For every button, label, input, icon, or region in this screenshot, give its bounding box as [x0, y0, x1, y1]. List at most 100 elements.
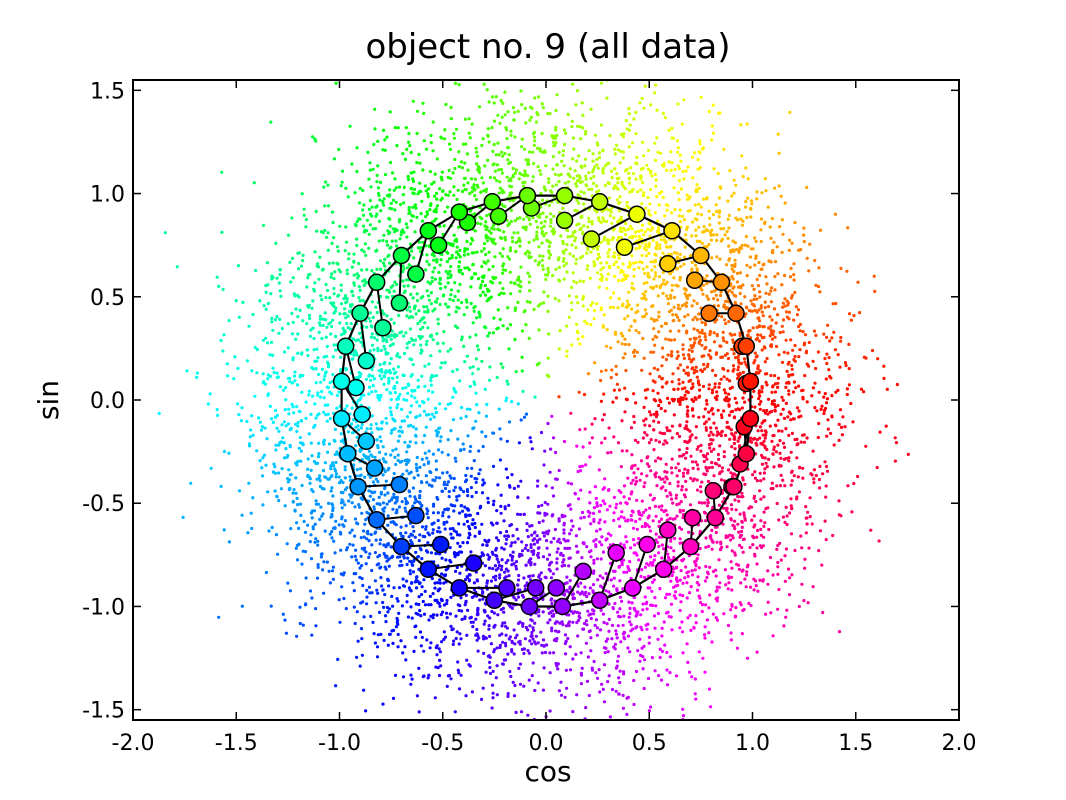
scatter-point: [613, 167, 617, 171]
scatter-point: [743, 400, 747, 404]
scatter-point: [314, 367, 318, 371]
scatter-point: [266, 490, 270, 494]
scatter-point: [642, 233, 646, 237]
scatter-point: [349, 422, 354, 426]
scatter-point: [695, 488, 700, 492]
scatter-point: [630, 453, 634, 457]
scatter-point: [377, 502, 382, 506]
scatter-point: [397, 586, 402, 590]
scatter-point: [309, 533, 313, 537]
scatter-point: [676, 164, 680, 168]
scatter-point: [760, 348, 764, 352]
scatter-point: [658, 191, 662, 196]
scatter-point: [705, 618, 710, 622]
scatter-point: [253, 346, 257, 350]
scatter-point: [657, 440, 662, 444]
scatter-point: [438, 263, 442, 267]
scatter-point: [627, 568, 631, 573]
scatter-point: [336, 657, 340, 662]
scatter-point: [438, 658, 442, 663]
scatter-point: [751, 326, 755, 330]
scatter-point: [517, 441, 522, 445]
scatter-point: [663, 439, 667, 443]
scatter-point: [705, 365, 709, 369]
scatter-point: [335, 393, 339, 397]
scatter-point: [412, 529, 416, 533]
scatter-point: [413, 535, 417, 539]
scatter-point: [742, 607, 746, 612]
scatter-point: [413, 338, 418, 342]
scatter-point: [485, 213, 489, 218]
scatter-point: [393, 126, 397, 130]
scatter-point: [493, 255, 497, 259]
scatter-point: [427, 618, 431, 622]
scatter-point: [647, 563, 651, 567]
scatter-point: [695, 189, 699, 194]
scatter-point: [327, 477, 331, 481]
scatter-point: [872, 274, 876, 278]
scatter-point: [455, 498, 459, 502]
scatter-point: [644, 289, 648, 294]
scatter-point: [307, 393, 311, 397]
scatter-point: [749, 199, 754, 203]
scatter-point: [491, 464, 496, 468]
scatter-point: [482, 247, 486, 251]
scatter-point: [617, 201, 621, 205]
scatter-point: [407, 211, 411, 216]
scatter-point: [331, 506, 335, 510]
scatter-point: [601, 171, 605, 175]
scatter-point: [741, 550, 745, 554]
scatter-point: [501, 154, 505, 158]
scatter-point: [797, 384, 801, 388]
scatter-point: [499, 167, 503, 172]
scatter-point: [386, 491, 390, 495]
scatter-point: [509, 219, 513, 224]
scatter-point: [678, 593, 682, 597]
scatter-point: [394, 511, 398, 515]
scatter-point: [763, 300, 767, 304]
scatter-point: [565, 581, 569, 585]
scatter-point: [457, 82, 461, 87]
scatter-point: [642, 106, 646, 110]
scatter-point: [446, 193, 450, 197]
scatter-point: [347, 499, 351, 503]
scatter-point: [249, 511, 253, 515]
scatter-point: [705, 402, 709, 406]
scatter-point: [754, 584, 758, 588]
scatter-point: [610, 221, 614, 225]
scatter-point: [387, 466, 391, 470]
scatter-point: [640, 368, 644, 372]
scatter-point: [383, 593, 387, 597]
scatter-point: [399, 639, 403, 643]
scatter-point: [765, 383, 769, 387]
scatter-point: [657, 505, 661, 509]
scatter-point: [357, 296, 361, 300]
scatter-point: [651, 304, 655, 308]
scatter-point: [677, 167, 681, 171]
scatter-point: [422, 612, 427, 616]
scatter-point: [372, 377, 376, 381]
scatter-point: [567, 172, 571, 176]
scatter-point: [632, 117, 636, 121]
scatter-point: [734, 183, 738, 187]
scatter-point: [799, 534, 803, 538]
scatter-point: [381, 473, 385, 477]
scatter-point: [331, 220, 335, 225]
scatter-point: [445, 598, 449, 603]
scatter-point: [428, 282, 432, 286]
scatter-point: [642, 194, 646, 198]
scatter-point: [548, 112, 552, 116]
scatter-point: [592, 260, 596, 264]
scatter-point: [737, 499, 741, 503]
scatter-point: [814, 366, 818, 371]
scatter-point: [670, 288, 674, 292]
scatter-point: [658, 398, 662, 402]
scatter-point: [647, 209, 651, 213]
scatter-point: [397, 313, 401, 318]
scatter-point: [441, 189, 445, 193]
scatter-point: [701, 146, 706, 150]
scatter-point: [420, 374, 424, 378]
scatter-point: [670, 573, 674, 578]
scatter-point: [515, 217, 520, 221]
scatter-point: [593, 417, 597, 421]
